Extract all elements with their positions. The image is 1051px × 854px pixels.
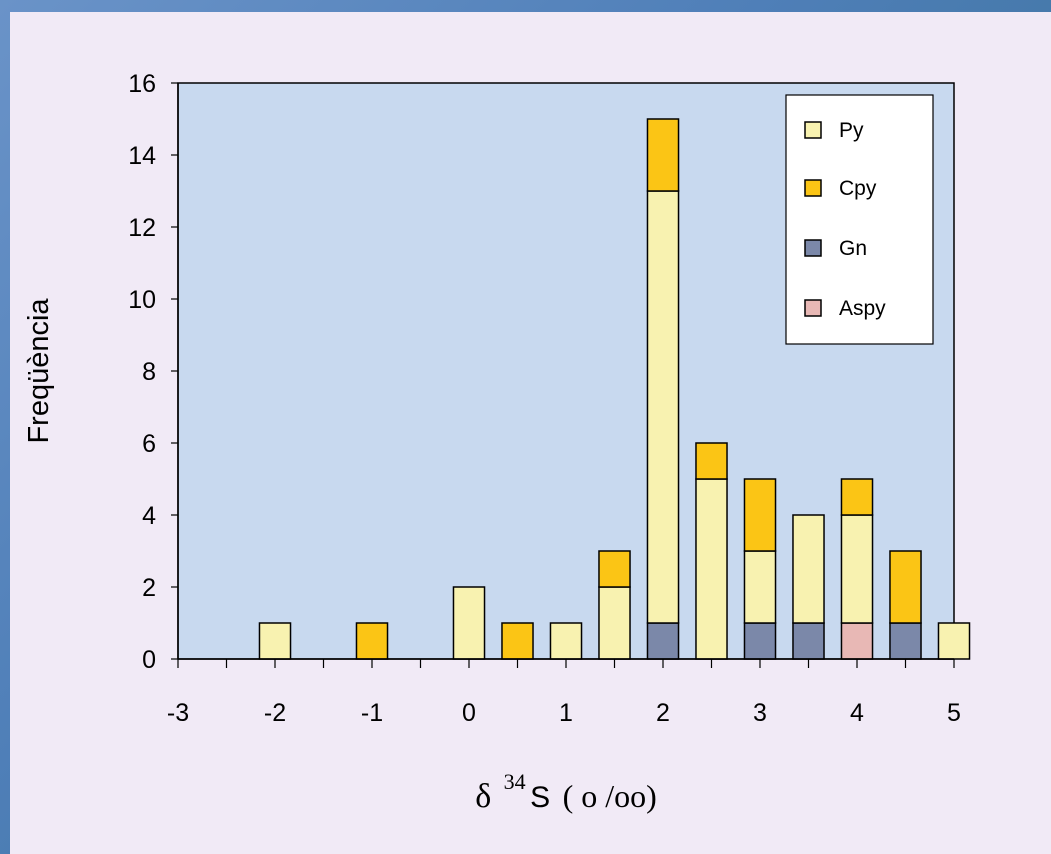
bar-cpy-4.5 <box>889 550 922 624</box>
x-tick-label: -2 <box>264 699 286 727</box>
bars-layer <box>258 118 971 660</box>
bar-py-5 <box>937 622 971 660</box>
bar-gn-4.5 <box>889 622 922 660</box>
bar-py-1 <box>549 622 583 660</box>
x-axis-label-main: S <box>530 781 550 814</box>
legend-swatch-gn <box>804 239 822 257</box>
legend: Py Cpy Gn Aspy <box>785 94 934 345</box>
y-tick-label: 8 <box>142 358 156 386</box>
y-tick-label: 14 <box>128 142 156 170</box>
bar-aspy-4 <box>840 622 874 660</box>
bar-py-3.5 <box>792 514 825 624</box>
y-tick-label: 16 <box>128 70 156 98</box>
x-tick-label: -3 <box>167 699 189 727</box>
bar-gn-3 <box>743 622 777 660</box>
y-axis-label: Freqüència <box>23 298 55 444</box>
x-tick-label: 5 <box>947 699 961 727</box>
x-tick-label: 3 <box>753 699 767 727</box>
bar-cpy-2 <box>646 118 680 192</box>
bar-gn-2 <box>646 622 680 660</box>
bar-cpy-1.5 <box>598 550 631 588</box>
x-tick-label: 4 <box>850 699 864 727</box>
bar-cpy--1 <box>355 622 389 660</box>
bar-py-3 <box>743 550 777 624</box>
legend-swatch-aspy <box>804 299 822 317</box>
x-axis-label-unit: ( o /oo) <box>563 778 657 814</box>
legend-label-aspy: Aspy <box>839 297 886 320</box>
y-tick-label: 6 <box>142 430 156 458</box>
bar-py-4 <box>840 514 874 624</box>
x-tick-label: 0 <box>462 699 476 727</box>
bar-py-2 <box>646 190 680 624</box>
x-tick-label: -1 <box>361 699 383 727</box>
y-tick-label: 10 <box>128 286 156 314</box>
y-tick-label: 0 <box>142 646 156 674</box>
x-axis-label-delta: δ <box>475 778 491 815</box>
x-axis-label-superscript: 34 <box>504 769 526 794</box>
x-axis-label: δ 34 S ( o /oo) <box>475 769 657 815</box>
bar-py-0 <box>452 586 486 660</box>
legend-swatch-cpy <box>804 179 822 197</box>
y-tick-label: 12 <box>128 214 156 242</box>
bar-py--2 <box>258 622 292 660</box>
x-tick-label: 2 <box>656 699 670 727</box>
legend-label-gn: Gn <box>839 237 867 260</box>
x-tick-label: 1 <box>559 699 573 727</box>
bar-cpy-0.5 <box>501 622 534 660</box>
bar-gn-3.5 <box>792 622 825 660</box>
bar-cpy-3 <box>743 478 777 552</box>
legend-label-cpy: Cpy <box>839 177 877 200</box>
y-tick-label: 2 <box>142 574 156 602</box>
bar-py-1.5 <box>598 586 631 660</box>
bar-cpy-2.5 <box>695 442 728 480</box>
legend-label-py: Py <box>839 119 864 142</box>
y-tick-label: 4 <box>142 502 156 530</box>
bar-cpy-4 <box>840 478 874 516</box>
legend-swatch-py <box>804 121 822 139</box>
bar-py-2.5 <box>695 478 728 660</box>
